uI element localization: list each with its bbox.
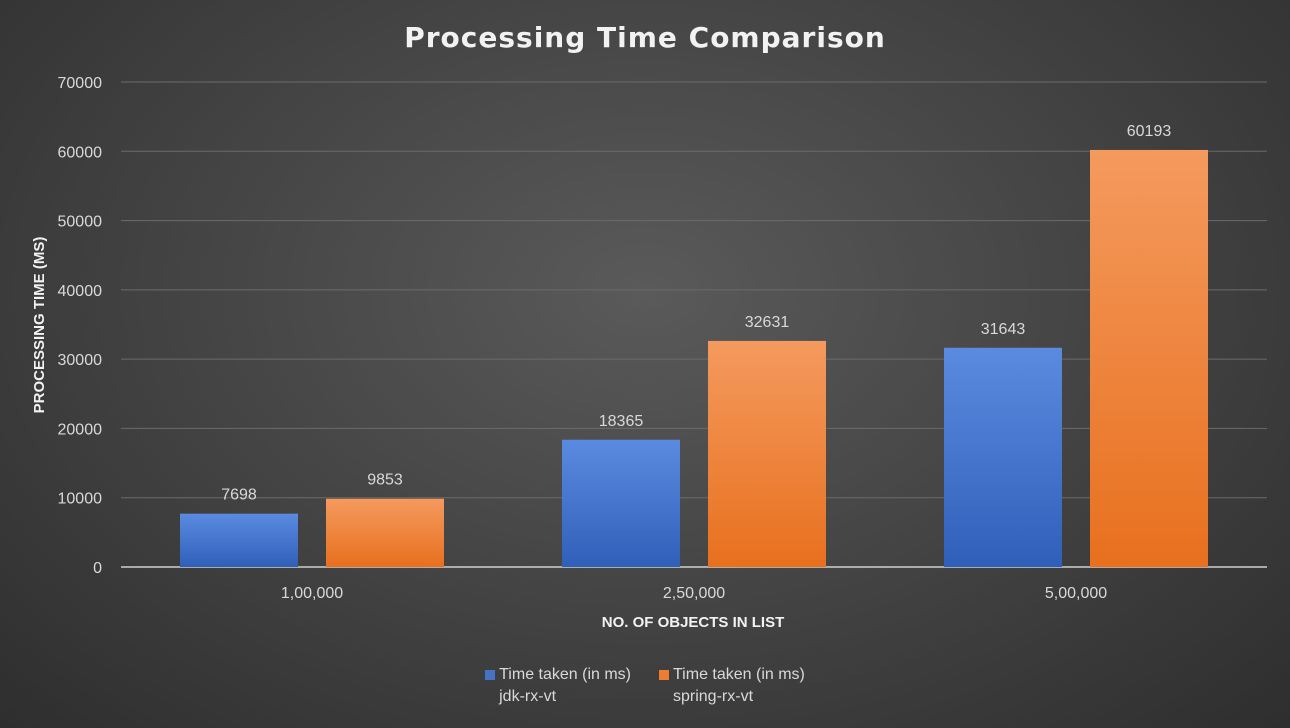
data-label: 9853 [367, 472, 403, 489]
y-tick-label: 50000 [58, 214, 103, 231]
y-axis-ticks: 0 10000 20000 30000 40000 50000 60000 70000 [58, 75, 103, 577]
y-tick-label: 60000 [58, 144, 103, 161]
bar-jdk-2[interactable] [944, 347, 1062, 567]
y-tick-label: 40000 [58, 283, 103, 300]
x-tick-label: 2,50,000 [663, 585, 725, 602]
x-tick-label: 5,00,000 [1045, 585, 1107, 602]
gridlines [121, 81, 1267, 568]
bar-spring-2[interactable] [1090, 149, 1208, 568]
legend-label-jdk-line2: jdk-rx-vt [499, 688, 557, 705]
x-tick-label: 1,00,000 [281, 585, 343, 602]
y-tick-label: 30000 [58, 352, 103, 369]
bars [180, 149, 1208, 568]
y-axis-title: PROCESSING TIME (MS) [31, 237, 48, 414]
legend-item-jdk[interactable]: Time taken (in ms) jdk-rx-vt [485, 664, 631, 708]
y-tick-label: 10000 [58, 491, 103, 508]
legend-item-spring[interactable]: Time taken (in ms) spring-rx-vt [659, 664, 805, 708]
data-label: 31643 [981, 321, 1026, 338]
legend-label-spring-line2: spring-rx-vt [673, 688, 754, 705]
y-tick-label: 0 [93, 560, 102, 577]
legend: Time taken (in ms) jdk-rx-vt Time taken … [0, 664, 1290, 708]
data-labels: 7698 9853 18365 32631 31643 60193 [221, 123, 1171, 504]
bar-spring-1[interactable] [708, 340, 826, 567]
legend-label-jdk-line1: Time taken (in ms) [499, 666, 631, 683]
chart-title: Processing Time Comparison [404, 21, 886, 54]
bar-jdk-0[interactable] [180, 513, 298, 567]
data-label: 18365 [599, 413, 644, 430]
data-label: 32631 [745, 314, 790, 331]
data-label: 7698 [221, 487, 257, 504]
legend-label-spring-line1: Time taken (in ms) [673, 666, 805, 683]
y-tick-label: 20000 [58, 421, 103, 438]
x-axis-title: NO. OF OBJECTS IN LIST [602, 614, 785, 631]
y-tick-label: 70000 [58, 75, 103, 92]
bar-spring-0[interactable] [326, 498, 444, 567]
x-axis-ticks: 1,00,000 2,50,000 5,00,000 [281, 585, 1107, 602]
bar-jdk-1[interactable] [562, 439, 680, 567]
data-label: 60193 [1127, 123, 1172, 140]
legend-swatch-spring [659, 670, 669, 680]
legend-swatch-jdk [485, 670, 496, 680]
